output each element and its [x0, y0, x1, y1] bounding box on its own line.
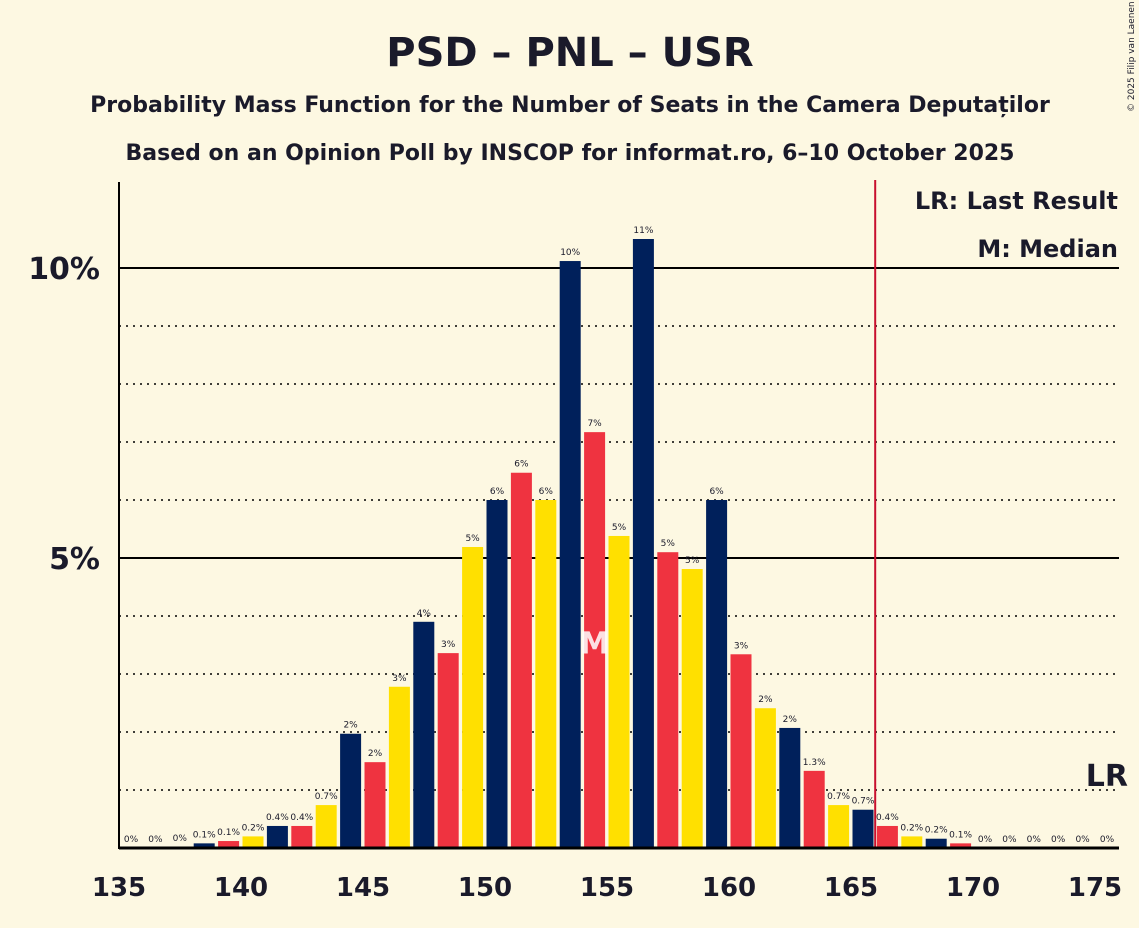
bar-140	[242, 836, 264, 848]
bar-label-136: 0%	[148, 835, 163, 845]
bar-label-174: 0%	[1075, 835, 1090, 845]
bar-151	[510, 472, 532, 848]
bar-label-168: 0.2%	[925, 826, 948, 836]
bar-label-163: 1.3%	[803, 758, 826, 768]
x-tick-label: 150	[458, 873, 512, 903]
copyright: © 2025 Filip van Laenen	[1127, 1, 1137, 112]
bar-165	[852, 809, 874, 848]
bar-label-135: 0%	[124, 835, 139, 845]
bar-153	[559, 261, 581, 848]
bar-label-159: 6%	[709, 487, 724, 497]
bar-label-175: 0%	[1100, 835, 1115, 845]
bar-label-170: 0%	[978, 835, 993, 845]
bars: 0% 0% 0% 0.1% 0.1% 0.2%0.4% 0.4%0.7%2%2%3%4%3%…	[124, 226, 1115, 848]
bar-label-165: 0.7%	[852, 797, 875, 807]
bar-label-153: 10%	[560, 248, 580, 258]
bar-145	[364, 762, 386, 848]
bar-label-139: 0.1%	[217, 828, 240, 838]
bar-149	[462, 546, 484, 848]
chart-subtitle-2: Based on an Opinion Poll by INSCOP for i…	[126, 141, 1015, 166]
legend-median: M: Median	[977, 235, 1118, 263]
legend-last-result: LR: Last Result	[915, 187, 1118, 215]
bar-162	[779, 727, 801, 848]
chart-subtitle-1: Probability Mass Function for the Number…	[90, 93, 1050, 118]
bar-label-169: 0.1%	[949, 830, 972, 840]
bar-label-173: 0%	[1051, 835, 1066, 845]
bar-163	[803, 770, 825, 848]
x-tick-label: 165	[824, 873, 878, 903]
bar-label-151: 6%	[514, 460, 529, 470]
bar-label-137: 0%	[173, 834, 188, 844]
x-tick-label: 175	[1068, 873, 1122, 903]
bar-label-147: 4%	[417, 609, 432, 619]
bar-label-161: 2%	[758, 695, 773, 705]
bar-label-172: 0%	[1027, 835, 1042, 845]
bar-141	[266, 825, 288, 848]
bar-label-142: 0.4%	[290, 813, 313, 823]
x-tick-label: 160	[702, 873, 756, 903]
bar-167	[901, 836, 923, 848]
bar-label-167: 0.2%	[900, 823, 923, 833]
bar-label-162: 2%	[783, 715, 798, 725]
bar-label-143: 0.7%	[315, 792, 338, 802]
y-tick-label: 5%	[49, 542, 100, 577]
bar-label-156: 11%	[633, 226, 653, 236]
bar-142	[291, 825, 313, 848]
bar-169	[950, 843, 972, 848]
bar-139	[218, 841, 240, 848]
x-tick-label: 155	[580, 873, 634, 903]
bar-label-138: 0.1%	[193, 830, 216, 840]
bar-label-146: 3%	[392, 674, 407, 684]
bar-144	[340, 733, 362, 848]
bar-label-166: 0.4%	[876, 813, 899, 823]
bar-155	[608, 535, 630, 848]
bar-147	[413, 621, 435, 848]
bar-label-171: 0%	[1002, 835, 1017, 845]
bar-152	[535, 500, 557, 848]
bar-label-160: 3%	[734, 641, 749, 651]
x-tick-label: 145	[336, 873, 390, 903]
bar-159	[706, 500, 728, 848]
bar-label-164: 0.7%	[827, 792, 850, 802]
chart-title: PSD – PNL – USR	[386, 30, 753, 76]
bar-label-141: 0.4%	[266, 813, 289, 823]
bar-154	[584, 432, 606, 848]
x-tick-label: 135	[92, 873, 146, 903]
bar-label-149: 5%	[465, 534, 480, 544]
bar-150	[486, 500, 508, 848]
bar-label-158: 5%	[685, 556, 700, 566]
bar-166	[876, 825, 898, 848]
x-tick-label: 170	[946, 873, 1000, 903]
x-tick-label: 140	[214, 873, 268, 903]
bar-148	[437, 653, 459, 848]
bar-label-154: 7%	[587, 419, 602, 429]
bar-161	[754, 708, 776, 848]
bar-label-152: 6%	[539, 487, 554, 497]
bar-168	[925, 838, 947, 848]
last-result-marker: LR	[1086, 759, 1128, 794]
axes: 5% 10% LR 135 140 145 150 155 160 165 170 175	[28, 180, 1128, 903]
bar-label-148: 3%	[441, 640, 456, 650]
bar-157	[657, 552, 679, 848]
bar-label-144: 2%	[343, 721, 358, 731]
bar-146	[388, 686, 410, 848]
bar-156	[632, 239, 654, 848]
bar-160	[730, 654, 752, 848]
bar-label-140: 0.2%	[242, 823, 265, 833]
bar-label-155: 5%	[612, 523, 627, 533]
grid	[119, 267, 1119, 791]
bar-label-145: 2%	[368, 749, 383, 759]
bar-label-157: 5%	[661, 539, 676, 549]
bar-164	[828, 805, 850, 848]
bar-158	[681, 569, 703, 848]
bar-label-150: 6%	[490, 487, 505, 497]
bar-143	[315, 805, 337, 848]
bar-138	[193, 843, 215, 848]
y-tick-label: 10%	[28, 252, 100, 287]
median-marker: M	[580, 627, 610, 662]
